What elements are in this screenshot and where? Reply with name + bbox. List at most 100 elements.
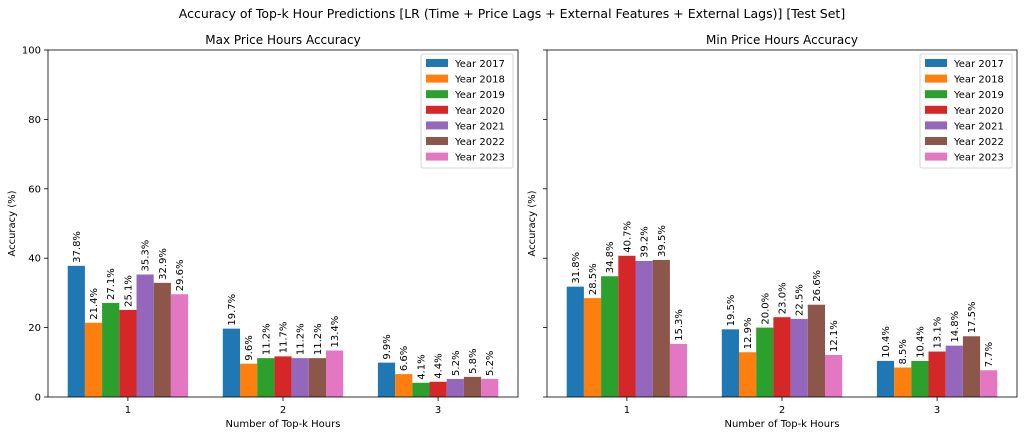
data-label: 5.2% [485,351,496,376]
data-label: 23.0% [778,282,789,314]
bar-year-2021-k1 [635,260,653,397]
data-label: 4.1% [416,354,427,379]
legend-swatch [925,121,947,130]
legend-label: Year 2021 [953,121,1004,132]
x-tick-label: 2 [280,405,286,416]
legend-swatch [925,90,947,99]
bar-year-2017-k2 [721,329,739,397]
legend-swatch [925,137,947,145]
y-tick-label: 20 [28,323,41,334]
data-label: 22.5% [795,284,806,316]
y-tick-label: 40 [28,254,41,265]
bar-year-2021-k3 [945,345,963,397]
y-tick-label: 60 [28,184,41,195]
bar-year-2022-k3 [463,376,482,397]
legend-swatch [925,152,947,161]
data-label: 9.9% [382,334,393,359]
bar-year-2023-k3 [980,370,998,397]
x-axis-label: Number of Top-k Hours [725,419,840,430]
data-label: 14.8% [950,311,961,343]
bar-year-2017-k3 [377,362,396,397]
bar-year-2023-k1 [669,343,688,397]
figure-suptitle: Accuracy of Top-k Hour Predictions [LR (… [179,6,845,21]
bar-year-2017-k2 [222,328,240,397]
data-label: 39.2% [640,226,651,258]
data-label: 26.6% [812,270,823,302]
legend: Year 2017 Year 2018 Year 2019 Year 2020 Year… [420,53,514,169]
data-label: 27.1% [106,268,117,300]
bar-year-2020-k2 [274,356,292,397]
legend-swatch [925,59,947,67]
x-axis-label: Number of Top-k Hours [226,419,341,430]
bar-year-2021-k3 [446,378,464,397]
data-label: 32.9% [158,248,169,280]
bar-year-2018-k1 [84,322,103,397]
data-label: 5.8% [468,348,479,373]
data-label: 28.5% [588,263,599,295]
bar-year-2021-k1 [136,274,154,397]
legend-label: Year 2019 [454,90,505,101]
data-label: 5.2% [451,351,462,376]
bar-year-2021-k2 [790,318,808,397]
data-label: 40.7% [622,221,633,253]
x-tick-label: 2 [779,405,785,416]
legend-label: Year 2021 [454,121,505,132]
bar-year-2020-k1 [119,309,137,397]
bar-year-2019-k3 [911,360,929,397]
bar-year-2019-k2 [756,327,774,397]
bar-year-2019-k1 [601,276,619,397]
legend-swatch [426,74,448,83]
bar-year-2020-k1 [618,255,636,397]
legend: Year 2017 Year 2018 Year 2019 Year 2020 Year… [919,53,1013,169]
legend-swatch [925,74,947,83]
legend-label: Year 2022 [454,137,505,148]
x-tick-label: 3 [934,405,940,416]
max-price-panel: 37.8%21.4%27.1% 25.1%35.3% 32.9% 29.6%119.7… [7,33,519,430]
legend-swatch [426,105,448,114]
legend-label: Year 2020 [953,106,1004,117]
x-tick-label: 3 [435,405,441,416]
chart-title: Max Price Hours Accuracy [205,33,360,47]
data-label: 39.5% [657,225,668,257]
bar-year-2023-k2 [326,350,344,397]
data-label: 11.2% [296,323,307,355]
data-label: 13.4% [330,316,341,348]
legend-label: Year 2018 [454,75,505,86]
data-label: 6.6% [399,346,410,371]
data-label: 15.3% [674,309,685,341]
data-label: 4.4% [434,353,445,378]
legend-swatch [426,90,448,99]
data-label: 19.7% [227,294,238,326]
data-label: 21.4% [89,288,100,320]
data-label: 12.9% [743,317,754,349]
data-label: 11.2% [313,323,324,355]
data-label: 9.6% [244,335,255,360]
y-axis-label: Accuracy (%) [527,190,538,256]
bar-year-2018-k2 [739,352,757,397]
legend-label: Year 2023 [953,153,1004,164]
legend-swatch [426,137,448,145]
legend-label: Year 2018 [953,75,1004,86]
bar-year-2019-k3 [412,382,430,397]
data-label: 13.1% [933,317,944,349]
bar-year-2018-k1 [583,298,602,397]
data-label: 35.3% [141,240,152,272]
bar-year-2023-k2 [825,355,843,397]
data-label: 11.7% [279,322,290,354]
x-tick-label: 1 [624,405,630,416]
bar-year-2022-k2 [807,304,825,397]
bar-year-2018-k3 [894,367,912,397]
bar-year-2020-k3 [928,351,946,397]
data-label: 10.4% [915,326,926,358]
data-label: 34.8% [605,241,616,273]
data-label: 25.1% [123,275,134,307]
bar-year-2022-k1 [652,259,670,397]
data-label: 12.1% [829,320,840,352]
bar-year-2019-k1 [102,302,120,397]
legend-swatch [426,152,448,161]
axes-frame [546,49,1018,398]
axes-frame [47,49,519,398]
bar-year-2022-k3 [962,336,981,397]
y-axis-label: Accuracy (%) [7,190,18,256]
